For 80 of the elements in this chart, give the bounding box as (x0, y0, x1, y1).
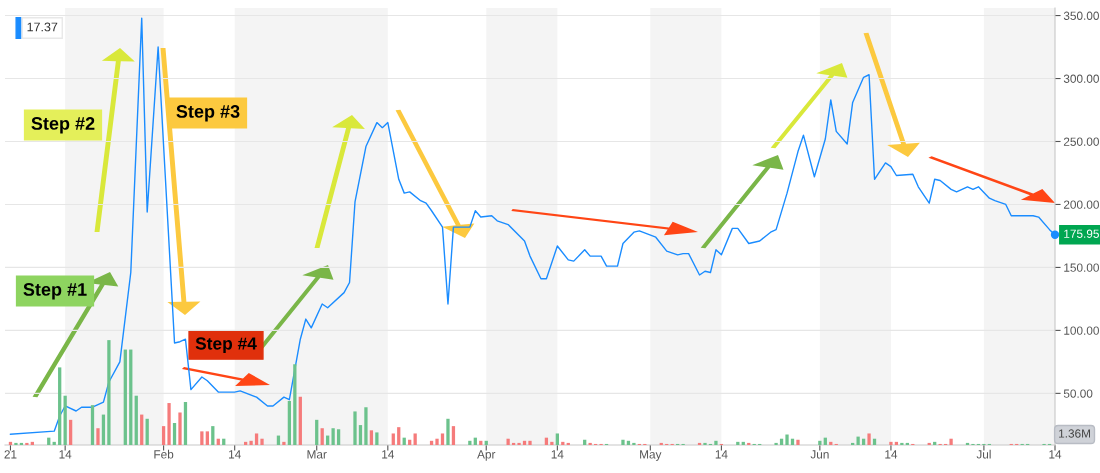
x-tick-label: 14 (382, 450, 395, 459)
bar (205, 431, 209, 445)
bar (254, 433, 259, 445)
bar (96, 428, 100, 445)
bar (249, 440, 253, 445)
annotation: Step #3 (176, 105, 240, 122)
x-tick-label: Feb (154, 449, 174, 459)
x-tick-label: 14 (715, 450, 728, 459)
bar (632, 442, 636, 445)
annotation: 17.37 (27, 22, 58, 32)
bar (621, 439, 625, 445)
bar (161, 426, 166, 445)
y-tick-label: 50.00 (1063, 389, 1093, 398)
bar (736, 441, 740, 445)
annotation: 175.95 (1064, 229, 1099, 238)
bar (25, 442, 29, 445)
bar (260, 438, 264, 445)
bar (30, 441, 34, 445)
x-tick-label: May (640, 450, 662, 461)
bar (829, 441, 833, 445)
bar (243, 441, 248, 445)
bar (123, 349, 127, 445)
bar (287, 400, 292, 445)
x-tick-label: Mar (307, 450, 327, 459)
x-tick-label: 14 (885, 450, 898, 459)
bar (774, 442, 778, 445)
bar (90, 405, 95, 445)
bar (140, 414, 144, 445)
x-tick-label: 14 (229, 450, 241, 459)
bar (167, 403, 171, 445)
bar (172, 422, 177, 445)
x-tick-label: 14 (551, 450, 564, 459)
bar (298, 396, 302, 445)
annotation: Step #4 (195, 337, 257, 354)
y-tick-label: 100.00 (1064, 326, 1099, 335)
bar (741, 441, 745, 445)
bar (14, 442, 18, 445)
x-tick-label: 14 (1049, 450, 1062, 459)
bar (550, 441, 554, 445)
bar (561, 441, 565, 445)
bar (282, 441, 286, 445)
bar (8, 441, 13, 445)
bar (933, 441, 937, 445)
bar (200, 431, 204, 445)
annotation: Step #1 (23, 283, 87, 300)
bar (900, 442, 904, 445)
bar (101, 414, 106, 445)
bar (211, 426, 215, 445)
x-tick-label: Jun (810, 450, 829, 459)
bar (145, 418, 149, 445)
bar (703, 442, 707, 445)
bar (867, 433, 871, 445)
bar (889, 441, 893, 445)
y-tick-label: 250.00 (1063, 137, 1099, 146)
bar (58, 367, 62, 445)
bar (949, 438, 953, 445)
x-tick-label: 14 (59, 450, 72, 459)
bar (52, 441, 56, 445)
x-tick-label: Apr (477, 450, 496, 461)
bar (785, 434, 789, 445)
text: 1.36M (1059, 429, 1090, 438)
bar (796, 439, 800, 445)
bar (183, 402, 188, 445)
bar (894, 441, 899, 445)
bar (178, 412, 182, 445)
y-tick-label: 300.00 (1063, 74, 1099, 83)
bar (63, 395, 67, 445)
x-tick-label: Jul (976, 449, 991, 459)
annotation: Step #2 (31, 117, 95, 134)
bar (714, 440, 718, 445)
bar (856, 436, 860, 445)
y-tick-label: 200.00 (1063, 200, 1099, 209)
bar (293, 364, 297, 445)
bar (107, 340, 111, 445)
x-tick-label: 21 (4, 450, 17, 459)
bar (134, 395, 138, 445)
bar (68, 419, 73, 445)
y-tick-label: 350.00 (1063, 11, 1099, 20)
y-tick-label: 150.00 (1064, 263, 1099, 272)
bar (129, 349, 133, 445)
